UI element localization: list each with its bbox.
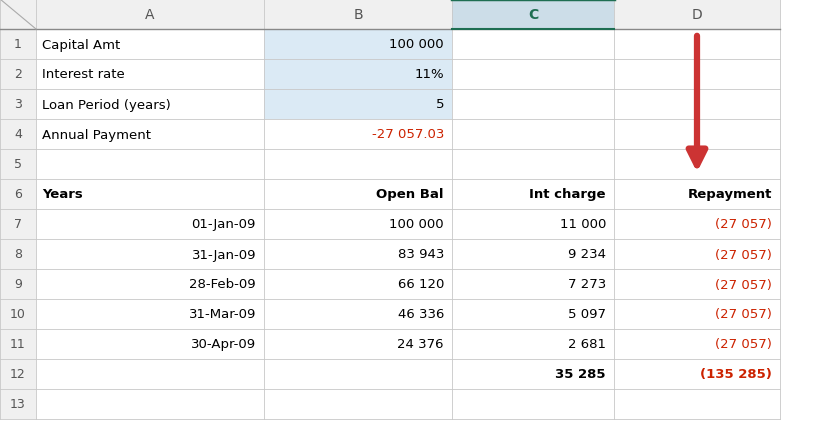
Text: 4: 4 (14, 128, 22, 141)
Text: 11%: 11% (414, 68, 444, 81)
Bar (264, 90, 452, 120)
Bar (0, 299, 36, 329)
Text: 100 000: 100 000 (390, 38, 444, 52)
Bar (264, 60, 452, 90)
Text: 3: 3 (14, 98, 22, 111)
Text: 1: 1 (14, 38, 22, 52)
Text: Interest rate: Interest rate (42, 68, 125, 81)
Bar (0, 210, 36, 239)
Text: (27 057): (27 057) (715, 278, 772, 291)
Text: 100 000: 100 000 (390, 218, 444, 231)
Text: 28-Feb-09: 28-Feb-09 (190, 278, 256, 291)
Text: Loan Period (years): Loan Period (years) (42, 98, 171, 111)
Text: 11: 11 (10, 338, 26, 351)
Text: Repayment: Repayment (688, 188, 772, 201)
Text: 9: 9 (14, 278, 22, 291)
Bar (0, 359, 36, 389)
Bar (0, 269, 36, 299)
Text: A: A (145, 8, 154, 22)
Bar (0, 150, 36, 180)
Text: 5: 5 (14, 158, 22, 171)
Text: (27 057): (27 057) (715, 248, 772, 261)
Text: 83 943: 83 943 (398, 248, 444, 261)
Text: (135 285): (135 285) (700, 368, 772, 380)
Text: 8: 8 (14, 248, 22, 261)
Text: 6: 6 (14, 188, 22, 201)
Text: Annual Payment: Annual Payment (42, 128, 151, 141)
Text: 24 376: 24 376 (398, 338, 444, 351)
Text: 31-Mar-09: 31-Mar-09 (189, 308, 256, 321)
Bar (452, 0, 614, 30)
Bar (0, 90, 36, 120)
Bar (0, 180, 36, 210)
Bar (614, 0, 780, 30)
Text: 12: 12 (10, 368, 26, 380)
Text: 01-Jan-09: 01-Jan-09 (192, 218, 256, 231)
Text: 9 234: 9 234 (568, 248, 606, 261)
Text: D: D (692, 8, 703, 22)
Text: 10: 10 (10, 308, 26, 321)
Bar (264, 30, 452, 60)
Text: (27 057): (27 057) (715, 308, 772, 321)
Bar (0, 30, 36, 60)
Text: Capital Amt: Capital Amt (42, 38, 120, 52)
Text: B: B (353, 8, 363, 22)
Text: Int charge: Int charge (529, 188, 606, 201)
Bar (0, 329, 36, 359)
Text: 7: 7 (14, 218, 22, 231)
Text: 11 000: 11 000 (560, 218, 606, 231)
Text: 13: 13 (10, 397, 26, 411)
Text: 2 681: 2 681 (568, 338, 606, 351)
Text: 66 120: 66 120 (398, 278, 444, 291)
Text: 46 336: 46 336 (398, 308, 444, 321)
Bar (264, 0, 452, 30)
Bar (0, 120, 36, 150)
Text: (27 057): (27 057) (715, 338, 772, 351)
Bar (36, 0, 264, 30)
Bar (0, 239, 36, 269)
Bar (0, 389, 36, 419)
Text: 7 273: 7 273 (568, 278, 606, 291)
Text: 5: 5 (435, 98, 444, 111)
Text: C: C (528, 8, 538, 22)
Text: 30-Apr-09: 30-Apr-09 (191, 338, 256, 351)
Text: 31-Jan-09: 31-Jan-09 (191, 248, 256, 261)
Text: -27 057.03: -27 057.03 (372, 128, 444, 141)
Text: 2: 2 (14, 68, 22, 81)
Text: 5 097: 5 097 (568, 308, 606, 321)
Text: Open Bal: Open Bal (377, 188, 444, 201)
Text: (27 057): (27 057) (715, 218, 772, 231)
Bar (0, 0, 36, 30)
Text: 35 285: 35 285 (556, 368, 606, 380)
Bar (0, 60, 36, 90)
Text: Years: Years (42, 188, 83, 201)
